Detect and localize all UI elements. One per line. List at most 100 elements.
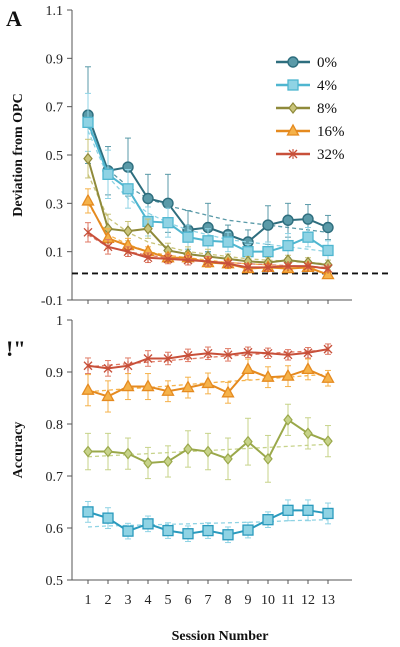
data-point	[321, 267, 335, 280]
data-point	[322, 244, 334, 257]
data-point	[122, 525, 134, 537]
data-point	[102, 168, 114, 180]
data-point	[122, 183, 134, 195]
data-point	[143, 353, 153, 364]
data-point	[163, 253, 173, 264]
y-tick-label: 0.7	[46, 470, 64, 485]
legend-marker	[286, 123, 300, 136]
data-point	[182, 231, 194, 243]
data-point	[183, 350, 193, 361]
data-point	[183, 442, 193, 455]
y-tick-label: 0.5	[46, 149, 64, 164]
data-point	[143, 457, 153, 469]
data-point	[281, 368, 295, 381]
y-axis-title: Accuracy	[11, 422, 26, 479]
data-point	[261, 369, 275, 382]
legend-label: 16%	[317, 124, 345, 140]
data-point	[141, 379, 155, 392]
y-tick-label: 0.5	[46, 574, 64, 589]
y-tick-label: 0.7	[46, 101, 64, 116]
data-point	[303, 427, 313, 440]
data-point	[242, 524, 254, 536]
legend-label: 8%	[317, 101, 337, 117]
data-point	[221, 385, 235, 398]
data-point	[303, 261, 313, 272]
data-point	[101, 389, 115, 402]
data-point	[223, 258, 233, 269]
data-point	[202, 235, 214, 247]
x-tick-label: 5	[165, 593, 172, 608]
data-point	[162, 197, 174, 210]
data-point	[81, 193, 95, 206]
legend-item: 4%	[276, 78, 337, 94]
x-tick-label: 3	[125, 593, 132, 608]
data-point	[143, 222, 153, 235]
data-point	[123, 225, 133, 238]
data-point	[263, 348, 273, 359]
data-point	[103, 445, 113, 458]
panel-label: !"	[6, 336, 26, 361]
legend: 0% 4% 8% 16% 32%	[276, 55, 345, 163]
x-tick-label: 10	[261, 593, 275, 608]
data-point	[123, 447, 133, 460]
y-tick-label: 0.1	[46, 246, 64, 261]
data-point	[243, 347, 253, 358]
data-point	[182, 528, 194, 540]
y-tick-label: 0.9	[46, 366, 64, 381]
data-point	[142, 518, 154, 530]
data-point	[81, 382, 95, 395]
legend-item: 8%	[276, 101, 337, 117]
data-point	[262, 246, 274, 258]
data-point	[83, 152, 93, 165]
data-point	[323, 263, 333, 274]
data-point	[302, 504, 314, 516]
panel-label: A	[6, 6, 22, 31]
series-32pct	[83, 222, 333, 274]
data-point	[223, 349, 233, 360]
data-point	[203, 348, 213, 359]
legend-label: 32%	[317, 147, 345, 163]
data-point	[302, 213, 314, 225]
y-tick-label: 1.1	[46, 4, 64, 19]
data-point	[243, 435, 253, 448]
data-point	[243, 262, 253, 273]
data-point	[82, 506, 94, 518]
data-point	[283, 349, 293, 360]
series-0	[83, 343, 333, 377]
data-point	[283, 413, 293, 426]
x-tick-label: 12	[301, 593, 315, 608]
data-point	[163, 353, 173, 364]
data-point	[303, 347, 313, 358]
data-point	[301, 362, 315, 375]
data-point	[262, 219, 274, 231]
data-point	[103, 241, 113, 252]
legend-item: 32%	[276, 147, 345, 163]
series-1	[81, 358, 335, 413]
data-point	[103, 363, 113, 374]
series-4pct	[82, 92, 334, 262]
data-point	[323, 435, 333, 448]
data-point	[143, 252, 153, 263]
legend-label: 4%	[317, 78, 337, 94]
data-point	[83, 445, 93, 458]
data-point	[163, 455, 173, 468]
data-point	[222, 236, 234, 248]
data-point	[142, 192, 154, 205]
data-point	[83, 360, 93, 371]
x-tick-label: 9	[245, 593, 252, 608]
data-point	[121, 379, 135, 392]
x-tick-label: 4	[145, 593, 152, 608]
x-axis-title: Session Number	[172, 629, 269, 644]
x-tick-label: 2	[105, 593, 112, 608]
legend-marker	[287, 79, 299, 91]
data-point	[263, 452, 273, 465]
data-point	[223, 452, 233, 465]
data-point	[123, 360, 133, 371]
series-0pct	[82, 66, 334, 255]
data-point	[203, 445, 213, 458]
x-tick-label: 13	[321, 593, 335, 608]
data-point	[323, 344, 333, 355]
data-point	[102, 512, 114, 524]
data-point	[181, 380, 195, 393]
